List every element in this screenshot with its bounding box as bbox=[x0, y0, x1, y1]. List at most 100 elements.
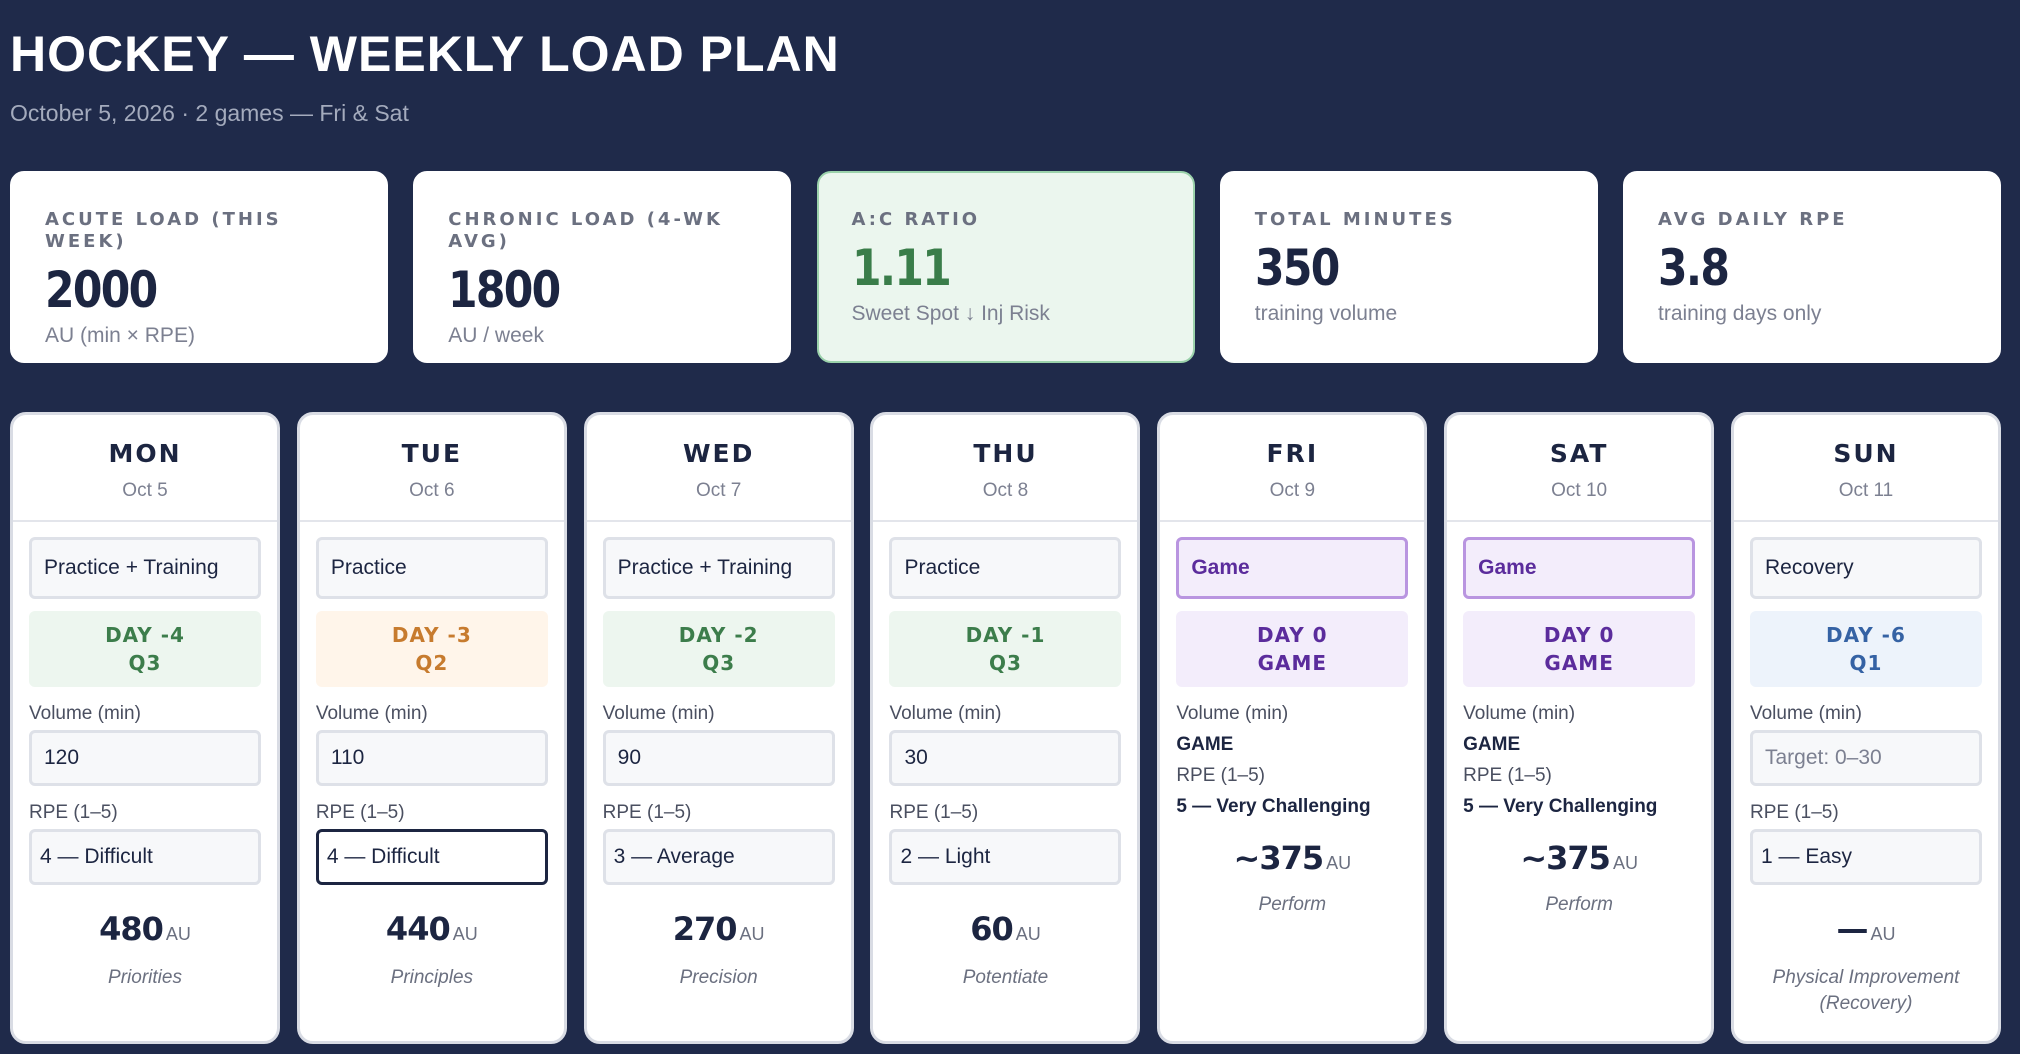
phase-badge: DAY 0 GAME bbox=[1463, 611, 1696, 687]
day-name: FRI bbox=[1266, 439, 1319, 468]
rpe-label: RPE (1–5) bbox=[1749, 802, 1839, 823]
rpe-select[interactable]: 3 — Average bbox=[602, 829, 835, 885]
rpe-value: 5 — Very Challenging bbox=[1463, 796, 1658, 817]
volume-label: Volume (min) bbox=[1176, 703, 1289, 724]
focus-tag: Potentiate bbox=[962, 967, 1049, 988]
stat-note: Sweet Spot ↓ Inj Risk bbox=[851, 302, 1050, 325]
day-card-thu: THU Oct 8 Practice DAY -1 Q3 Volume (min… bbox=[870, 412, 1141, 1044]
load-value: — bbox=[1836, 910, 1868, 948]
session-type-select[interactable]: Practice bbox=[315, 537, 548, 599]
focus-tag: Perform bbox=[1258, 894, 1327, 915]
phase-day: DAY -4 bbox=[105, 623, 185, 647]
volume-input[interactable]: 90 bbox=[602, 730, 835, 786]
day-name: TUE bbox=[401, 439, 463, 468]
phase-day: DAY -6 bbox=[1826, 623, 1906, 647]
day-card-sun: SUN Oct 11 Recovery DAY -6 Q1 Volume (mi… bbox=[1730, 412, 2001, 1044]
load-value: ~375 bbox=[1520, 839, 1611, 877]
load-unit: AU bbox=[739, 924, 765, 944]
rpe-select[interactable]: 4 — Difficult bbox=[315, 829, 548, 885]
volume-label: Volume (min) bbox=[889, 703, 1002, 724]
day-name: MON bbox=[108, 439, 182, 468]
volume-label: Volume (min) bbox=[315, 703, 428, 724]
day-card-sat: SAT Oct 10 Game DAY 0 GAME Volume (min) … bbox=[1444, 412, 1715, 1044]
phase-quadrant: Q3 bbox=[702, 651, 736, 675]
day-card-mon: MON Oct 5 Practice + Training DAY -4 Q3 … bbox=[10, 412, 280, 1044]
load-value: ~375 bbox=[1233, 839, 1325, 877]
rpe-select[interactable]: 2 — Light bbox=[889, 829, 1122, 885]
day-card-tue: TUE Oct 6 Practice DAY -3 Q2 Volume (min… bbox=[296, 412, 567, 1044]
daily-load: — AU bbox=[1750, 909, 1982, 955]
load-unit: AU bbox=[1326, 853, 1352, 873]
phase-badge: DAY -4 Q3 bbox=[29, 611, 261, 687]
phase-badge: DAY -1 Q3 bbox=[889, 611, 1122, 687]
rpe-label: RPE (1–5) bbox=[1176, 765, 1266, 786]
total-minutes-card: TOTAL MINUTES 350 training volume bbox=[1219, 171, 1598, 363]
rpe-select[interactable]: 1 — Easy bbox=[1749, 829, 1982, 885]
load-unit: AU bbox=[452, 924, 478, 944]
load-unit: AU bbox=[165, 924, 191, 944]
day-date: Oct 10 bbox=[1551, 480, 1608, 501]
daily-load: ~375 AU bbox=[1176, 838, 1408, 884]
session-type-select[interactable]: Game bbox=[1463, 537, 1696, 599]
rpe-label: RPE (1–5) bbox=[315, 802, 405, 823]
summary-row: ACUTE LOAD (THIS WEEK) 2000 AU (min × RP… bbox=[10, 171, 2001, 363]
focus-tag: Principles bbox=[390, 967, 474, 988]
page-title: HOCKEY — WEEKLY LOAD PLAN bbox=[10, 26, 840, 82]
day-card-fri: FRI Oct 9 Game DAY 0 GAME Volume (min) G… bbox=[1157, 412, 1428, 1044]
day-header: WED Oct 7 bbox=[586, 415, 851, 522]
load-unit: AU bbox=[1870, 924, 1896, 944]
daily-load: 440 AU bbox=[316, 909, 548, 955]
avg-rpe-card: AVG DAILY RPE 3.8 training days only bbox=[1623, 171, 2001, 363]
session-type-select[interactable]: Practice bbox=[889, 537, 1122, 599]
phase-badge: DAY -3 Q2 bbox=[315, 611, 548, 687]
stat-label: CHRONIC LOAD (4-WK AVG) bbox=[448, 209, 723, 252]
volume-input[interactable]: 120 bbox=[29, 730, 261, 786]
phase-quadrant: GAME bbox=[1544, 651, 1614, 675]
phase-badge: DAY -2 Q3 bbox=[602, 611, 835, 687]
volume-input[interactable]: 30 bbox=[889, 730, 1122, 786]
load-value: 480 bbox=[99, 910, 164, 948]
phase-day: DAY -1 bbox=[965, 623, 1046, 647]
session-type-select[interactable]: Practice + Training bbox=[29, 537, 261, 599]
stat-value: 2000 bbox=[45, 261, 158, 319]
focus-tag: Precision bbox=[679, 967, 758, 988]
load-unit: AU bbox=[1612, 853, 1638, 873]
rpe-label: RPE (1–5) bbox=[889, 802, 979, 823]
volume-value: GAME bbox=[1176, 734, 1234, 755]
day-header: THU Oct 8 bbox=[873, 415, 1138, 522]
stat-value: 1800 bbox=[448, 261, 561, 319]
volume-value: GAME bbox=[1463, 734, 1521, 755]
day-header: FRI Oct 9 bbox=[1160, 415, 1425, 522]
daily-load: 60 AU bbox=[889, 909, 1121, 955]
day-date: Oct 7 bbox=[695, 480, 742, 501]
stat-value: 3.8 bbox=[1658, 239, 1730, 297]
volume-input[interactable]: Target: 0–30 bbox=[1749, 730, 1982, 786]
focus-tag: Priorities bbox=[108, 967, 182, 988]
phase-day: DAY -3 bbox=[391, 623, 472, 647]
acute-load-card: ACUTE LOAD (THIS WEEK) 2000 AU (min × RP… bbox=[10, 171, 388, 363]
volume-input[interactable]: 110 bbox=[315, 730, 548, 786]
day-name: WED bbox=[682, 439, 755, 468]
focus-tag: Physical Improvement (Recovery) bbox=[1772, 967, 1960, 1014]
session-type-select[interactable]: Practice + Training bbox=[602, 537, 835, 599]
page-subtitle: October 5, 2026 · 2 games — Fri & Sat bbox=[10, 100, 409, 126]
day-card-wed: WED Oct 7 Practice + Training DAY -2 Q3 … bbox=[583, 412, 854, 1044]
session-type-select[interactable]: Game bbox=[1176, 537, 1409, 599]
rpe-label: RPE (1–5) bbox=[29, 802, 118, 823]
chronic-load-card: CHRONIC LOAD (4-WK AVG) 1800 AU / week bbox=[413, 171, 792, 363]
rpe-select[interactable]: 4 — Difficult bbox=[29, 829, 261, 885]
stat-note: AU / week bbox=[448, 324, 544, 347]
load-value: 270 bbox=[672, 910, 738, 948]
day-header: SAT Oct 10 bbox=[1447, 415, 1712, 522]
volume-label: Volume (min) bbox=[1749, 703, 1862, 724]
volume-label: Volume (min) bbox=[29, 703, 141, 724]
rpe-label: RPE (1–5) bbox=[602, 802, 692, 823]
phase-day: DAY 0 bbox=[1257, 623, 1328, 647]
phase-badge: DAY -6 Q1 bbox=[1749, 611, 1982, 687]
ac-ratio-card: A:C RATIO 1.11 Sweet Spot ↓ Inj Risk bbox=[816, 171, 1195, 363]
focus-tag: Perform bbox=[1545, 894, 1613, 915]
day-date: Oct 9 bbox=[1269, 480, 1316, 501]
stat-note: training volume bbox=[1254, 302, 1398, 325]
session-type-select[interactable]: Recovery bbox=[1749, 537, 1982, 599]
stat-note: AU (min × RPE) bbox=[45, 324, 195, 347]
